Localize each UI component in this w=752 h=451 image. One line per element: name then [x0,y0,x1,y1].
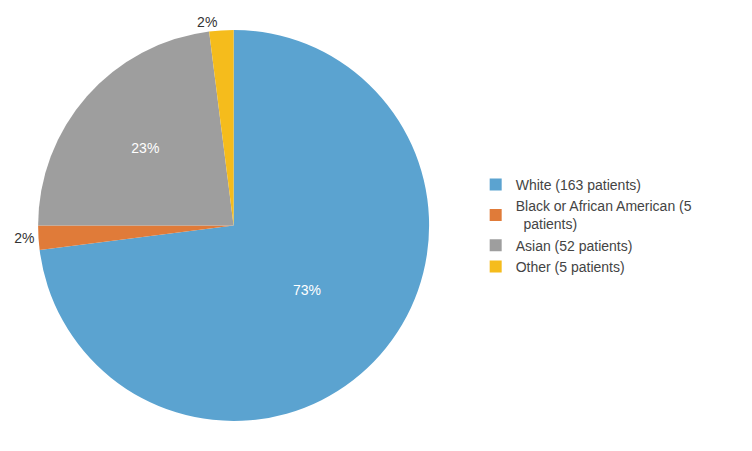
svg-text:Asian (52 patients): Asian (52 patients) [516,238,633,254]
svg-text:White (163 patients): White (163 patients) [516,177,641,193]
svg-text:2%: 2% [14,230,34,246]
svg-text:23%: 23% [131,140,159,156]
svg-text:2%: 2% [197,14,217,30]
svg-text:Black or African American (5: Black or African American (5 patients) [516,198,692,232]
svg-text:73%: 73% [293,282,321,298]
svg-text:Other (5 patients): Other (5 patients) [516,259,625,275]
